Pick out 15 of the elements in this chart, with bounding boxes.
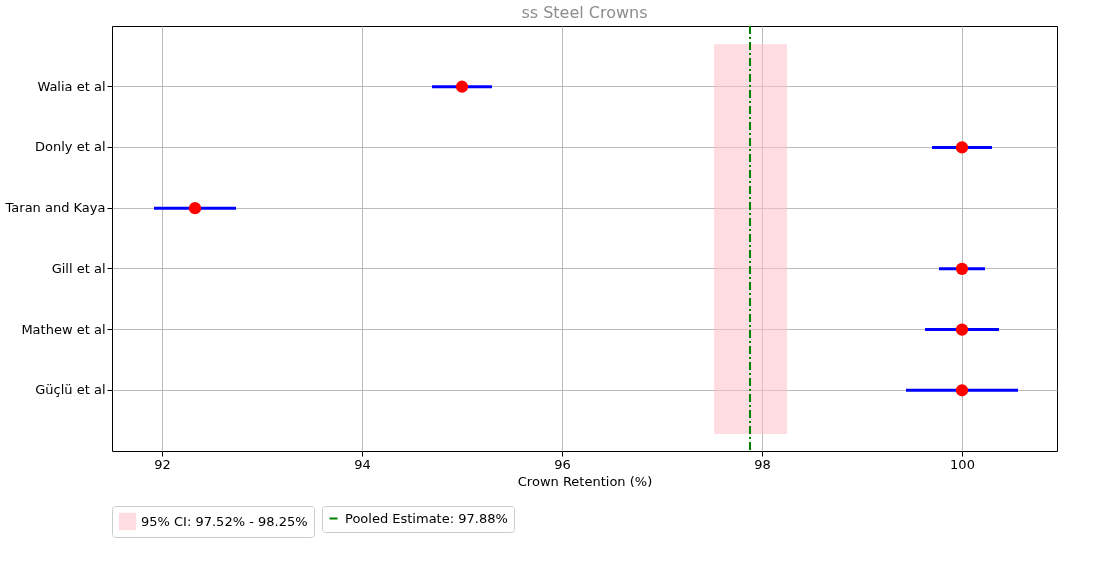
legend-label: Pooled Estimate: 97.88% (345, 510, 508, 526)
y-tick-label: Donly et al (35, 139, 106, 155)
x-tick-label: 94 (354, 456, 371, 472)
y-tick-label: Mathew et al (21, 321, 106, 337)
x-tick-label: 96 (554, 456, 571, 472)
legend-label: 95% CI: 97.52% - 98.25% (141, 513, 308, 529)
x-tick-label: 100 (950, 456, 975, 472)
chart-title: ss Steel Crowns (521, 3, 648, 22)
y-tick-label: Taran and Kaya (4, 200, 106, 216)
x-axis-title: Crown Retention (%) (517, 473, 653, 489)
y-tick-label: Gill et al (51, 260, 106, 276)
x-tick-label: 92 (154, 456, 171, 472)
y-tick-label: Walia et al (37, 78, 106, 94)
y-tick-label: Güçlü et al (35, 382, 106, 398)
x-tick-label: 98 (754, 456, 771, 472)
